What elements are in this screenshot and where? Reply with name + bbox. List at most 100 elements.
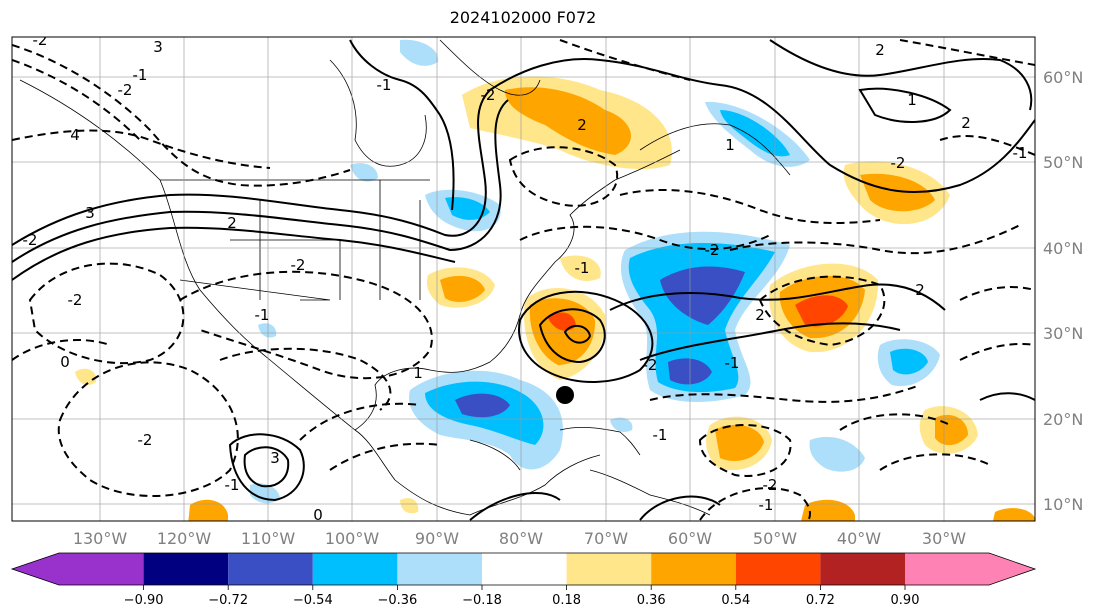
positive-anomaly-area — [560, 255, 601, 281]
positive-anomaly-area — [548, 312, 576, 331]
colorbar-tick-label: −0.36 — [377, 593, 417, 608]
colorbar-segment — [566, 553, 652, 585]
lon-label-50w: 50°W — [753, 529, 797, 548]
lon-label-40w: 40°W — [837, 529, 881, 548]
contour-label: -2 — [481, 86, 496, 104]
storm-center-marker — [556, 386, 574, 404]
lon-label-100w: 100°W — [325, 529, 380, 548]
lat-label-40n: 40°N — [1043, 239, 1083, 258]
positive-anomaly-area — [529, 298, 596, 365]
lon-label-90w: 90°W — [415, 529, 459, 548]
contour-label: -1 — [1013, 144, 1028, 162]
longitude-labels: 130°W 120°W 110°W 100°W 90°W 80°W 70°W 6… — [73, 529, 966, 548]
colorbar-segment — [735, 553, 821, 585]
contour-label: 0 — [313, 506, 323, 524]
contour-label: -1 — [255, 306, 270, 324]
contour-label: 3 — [153, 38, 163, 56]
negative-anomaly-area — [350, 163, 378, 182]
positive-anomaly-area — [400, 498, 419, 514]
contour-label: 0 — [60, 353, 70, 371]
map-title: 2024102000 F072 — [449, 8, 597, 27]
lat-label-50n: 50°N — [1043, 153, 1083, 172]
colorbar-tick-label: 0.54 — [721, 593, 750, 608]
negative-anomaly-area — [250, 483, 280, 504]
positive-anomaly-area — [715, 424, 764, 462]
contour-label: -1 — [225, 476, 240, 494]
colorbar-outline — [10, 552, 1037, 586]
shaded-anomalies — [75, 39, 1035, 521]
lon-label-30w: 30°W — [922, 529, 966, 548]
map-panel: -2 3 -2 -1 4 3 -2 2 -2 -2 0 -2 -1 0 3 -1… — [12, 31, 1035, 524]
contour-label: 2 — [755, 306, 765, 324]
positive-anomaly-area — [801, 499, 855, 521]
contour-label: -2 — [291, 256, 306, 274]
contour-label: -2 — [705, 241, 720, 259]
negative-anomaly-area — [660, 266, 745, 325]
colorbar-segment — [905, 553, 989, 585]
lon-label-80w: 80°W — [499, 529, 543, 548]
colorbar-tick-label: 0.72 — [806, 593, 835, 608]
contour-label: 4 — [70, 126, 80, 144]
contour-label: -2 — [118, 81, 133, 99]
lon-label-60w: 60°W — [668, 529, 712, 548]
negative-anomaly-area — [400, 39, 439, 66]
lat-label-30n: 30°N — [1043, 324, 1083, 343]
colorbar-segment — [397, 553, 482, 585]
contour-label: 1 — [907, 91, 917, 109]
colorbar-tick-label: 0.36 — [637, 593, 666, 608]
gridlines — [12, 37, 1035, 521]
contour-labels: -2 3 -2 -1 4 3 -2 2 -2 -2 0 -2 -1 0 3 -1… — [23, 31, 1028, 524]
contour-label: -2 — [763, 476, 778, 494]
contour-label: -2 — [33, 31, 48, 49]
contour-label: -1 — [653, 426, 668, 444]
lon-label-120w: 120°W — [157, 529, 212, 548]
lat-label-60n: 60°N — [1043, 68, 1083, 87]
colorbar-tick-label: 0.18 — [552, 593, 581, 608]
negative-anomaly-area — [455, 393, 510, 418]
contour-label: -1 — [725, 354, 740, 372]
contour-label: -2 — [891, 154, 906, 172]
lon-label-70w: 70°W — [584, 529, 628, 548]
contour-label: -2 — [643, 356, 658, 374]
latitude-labels: 60°N 50°N 40°N 30°N 20°N 10°N — [1043, 68, 1083, 514]
negative-anomaly-area — [890, 348, 928, 375]
positive-anomaly-area — [75, 368, 97, 385]
contour-label: 2 — [577, 116, 587, 134]
colorbar-tick-label: −0.90 — [124, 593, 164, 608]
contour-label: 1 — [725, 136, 735, 154]
colorbar-segment — [143, 553, 229, 585]
contour-label: 1 — [413, 364, 423, 382]
positive-anomaly-area — [440, 275, 485, 302]
negative-anomaly-area — [258, 323, 277, 338]
negative-anomaly-area — [445, 197, 490, 220]
colorbar-segment — [820, 553, 905, 585]
positive-anomaly-area — [505, 87, 632, 155]
positive-anomaly-area — [860, 173, 935, 212]
lon-label-130w: 130°W — [73, 529, 128, 548]
contour-label: -2 — [68, 291, 83, 309]
contour-label: -1 — [133, 66, 148, 84]
contour-label: -1 — [575, 259, 590, 277]
lon-label-110w: 110°W — [241, 529, 296, 548]
colorbar-segment — [482, 553, 567, 585]
dashed-contours — [12, 39, 1035, 521]
contour-label: -1 — [759, 496, 774, 514]
colorbar-tick-label: 0.90 — [891, 593, 920, 608]
colorbar-ticks — [143, 585, 906, 590]
colorbar-tick-labels: −0.90 −0.72 −0.54 −0.36 −0.18 0.18 0.36 … — [124, 593, 920, 608]
colorbar: −0.90 −0.72 −0.54 −0.36 −0.18 0.18 0.36 … — [10, 552, 1037, 608]
colorbar-tick-label: −0.54 — [293, 593, 333, 608]
positive-anomaly-area — [188, 499, 228, 521]
colorbar-over — [989, 553, 1035, 585]
contour-label: 3 — [270, 449, 280, 467]
lat-label-20n: 20°N — [1043, 410, 1083, 429]
colorbar-segment — [651, 553, 736, 585]
map-frame — [11, 36, 1036, 522]
colorbar-under — [12, 553, 59, 585]
positive-anomaly-area — [795, 295, 848, 327]
contour-label: 2 — [915, 281, 925, 299]
contour-label: 3 — [85, 204, 95, 222]
contour-label: -2 — [23, 231, 38, 249]
colorbar-segment — [312, 553, 398, 585]
